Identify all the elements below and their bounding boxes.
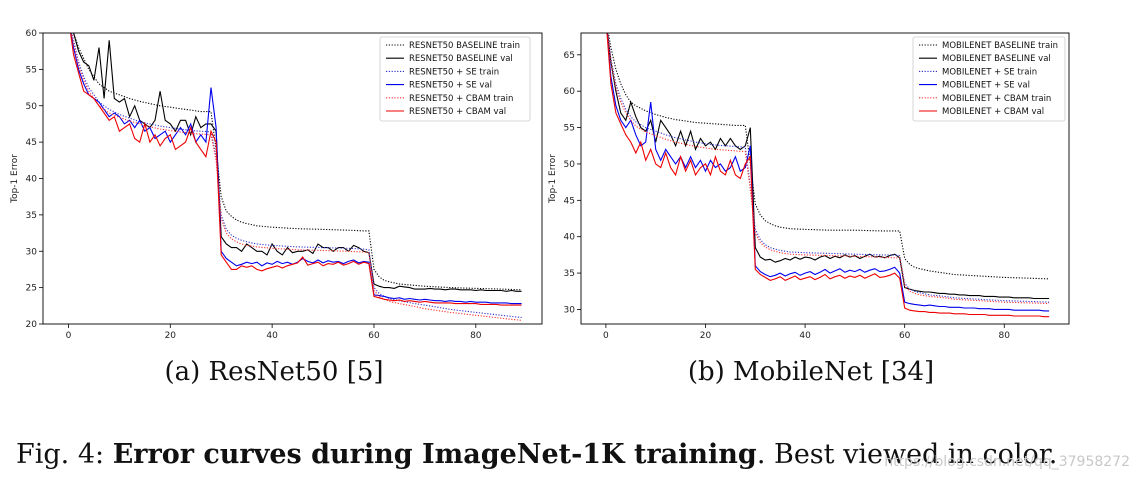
legend-label: RESNET50 + SE train: [409, 67, 499, 77]
legend-label: MOBILENET BASELINE train: [942, 41, 1058, 51]
y-tick-label: 55: [564, 124, 575, 134]
legend-label: RESNET50 + CBAM train: [409, 94, 513, 104]
caption-prefix: Fig. 4:: [16, 439, 113, 470]
x-tick-label: 80: [470, 331, 482, 341]
y-tick-label: 35: [26, 211, 37, 221]
plot-frame: [580, 32, 1070, 325]
y-tick-label: 20: [26, 320, 38, 330]
legend-label: MOBILENET + SE train: [942, 67, 1037, 77]
figure-caption: Fig. 4: Error curves during ImageNet-1K …: [16, 439, 1057, 470]
series-line-1: [607, 33, 1050, 300]
y-tick-label: 45: [26, 138, 37, 148]
watermark: https://blog.csdn.net/qq_37958272: [884, 454, 1130, 470]
x-tick-label: 40: [266, 331, 278, 341]
legend-label: RESNET50 BASELINE val: [409, 54, 513, 64]
series-line-2: [607, 33, 1050, 303]
legend-label: MOBILENET + SE val: [942, 81, 1030, 91]
series-line-2: [71, 33, 522, 319]
legend-label: MOBILENET BASELINE val: [942, 54, 1051, 64]
series-group: [69, 33, 522, 321]
caption-rest: . Best viewed in color.: [757, 439, 1058, 470]
y-axis-label: Top-1 Error: [548, 154, 558, 204]
y-tick-label: 60: [564, 87, 576, 97]
y-tick-label: 55: [26, 65, 37, 75]
series-line-5: [606, 33, 1050, 318]
legend-label: MOBILENET + CBAM train: [942, 94, 1051, 104]
chart-panel-mobilenet: 0 20 40 60 80 30 35 40 45 50 55 60 65 Top-1 Error MOBI…: [548, 32, 1070, 341]
y-tick-label: 40: [564, 233, 576, 243]
legend-label: RESNET50 BASELINE train: [409, 41, 520, 51]
y-tick-label: 40: [26, 175, 38, 185]
legend-box: [912, 36, 1066, 122]
legend: RESNET50 BASELINE train RESNET50 BASELINE…: [379, 36, 531, 122]
x-tick-label: 40: [799, 331, 811, 341]
legend-label: MOBILENET + CBAM val: [942, 107, 1044, 117]
y-axis-label: Top-1 Error: [10, 154, 20, 204]
y-tick-label: 30: [564, 305, 576, 315]
x-tick-label: 60: [368, 331, 380, 341]
y-tick-label: 60: [26, 29, 38, 39]
y-tick-label: 50: [26, 102, 38, 112]
legend: MOBILENET BASELINE train MOBILENET BASELI…: [912, 36, 1066, 122]
y-tick-label: 35: [564, 269, 575, 279]
subtitle-resnet50: (a) ResNet50 [5]: [164, 357, 383, 387]
series-line-1: [73, 33, 522, 292]
series-group: [606, 33, 1050, 318]
x-tick-label: 20: [165, 331, 177, 341]
x-tick-label: 0: [66, 331, 72, 341]
y-tick-label: 65: [564, 51, 575, 61]
series-line-0: [73, 33, 522, 291]
x-tick-label: 0: [603, 331, 609, 341]
y-tick-label: 25: [26, 284, 37, 294]
series-line-5: [69, 33, 522, 306]
legend-box: [379, 36, 531, 122]
series-line-0: [607, 33, 1050, 280]
chart-panel-resnet50: 0 20 40 60 80 20 25 30 35 40 45 50 55 60 Top-1 Error RE…: [10, 29, 543, 341]
subtitle-mobilenet: (b) MobileNet [34]: [688, 357, 934, 387]
x-tick-label: 20: [700, 331, 712, 341]
x-tick-label: 60: [899, 331, 911, 341]
x-tick-label: 80: [999, 331, 1011, 341]
legend-label: RESNET50 + CBAM val: [409, 107, 506, 117]
y-tick-label: 45: [564, 196, 575, 206]
caption-bold: Error curves during ImageNet-1K training: [113, 439, 757, 470]
y-tick-label: 30: [26, 247, 38, 257]
legend-label: RESNET50 + SE val: [409, 81, 492, 91]
y-tick-label: 50: [564, 160, 576, 170]
